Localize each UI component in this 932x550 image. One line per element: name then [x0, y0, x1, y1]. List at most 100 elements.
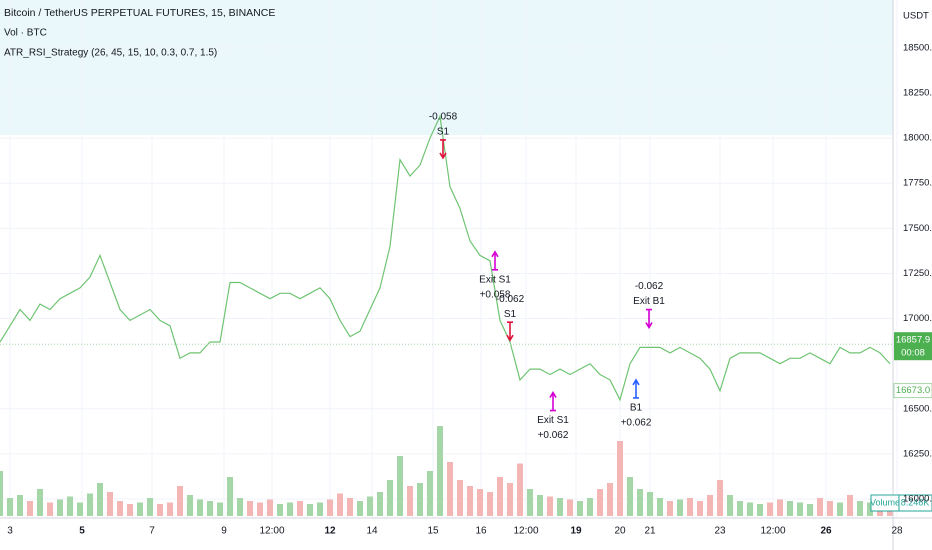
trade-label: -0.062 [635, 281, 664, 292]
y-tick-label: 18000.0 [903, 133, 932, 144]
volume-bar [627, 477, 633, 516]
prev-price-box [893, 383, 932, 399]
x-tick-label: 14 [366, 526, 378, 537]
plot [0, 114, 893, 412]
volume-bar [0, 471, 3, 516]
x-tick-label: 20 [614, 526, 626, 537]
y-tick-label: 18250.0 [903, 87, 932, 98]
x-tick-label: 12:00 [513, 526, 538, 537]
volume-bar [537, 495, 543, 516]
volume-bar [317, 502, 323, 516]
volume-bar [527, 489, 533, 516]
trade-label: S1 [504, 309, 517, 320]
volume-bar [747, 502, 753, 516]
volume-bars [0, 426, 893, 516]
x-tick-label: 12:00 [259, 526, 284, 537]
volume-bar [817, 498, 823, 516]
volume-bar [717, 480, 723, 516]
volume-bar [657, 498, 663, 516]
volume-value: 8.246K [901, 497, 930, 507]
volume-bar [597, 489, 603, 516]
volume-bar [837, 502, 843, 516]
x-tick-label: 26 [820, 526, 832, 537]
volume-value-box [898, 494, 932, 512]
volume-bar [107, 492, 113, 516]
y-tick-label: 17000.0 [903, 313, 932, 324]
volume-bar [447, 462, 453, 516]
x-tick-label: 12 [324, 526, 336, 537]
y-tick-label: 17250.0 [903, 268, 932, 279]
volume-bar [137, 502, 143, 516]
volume-bar [697, 501, 703, 516]
x-tick-label: 7 [149, 526, 155, 537]
volume-bar [787, 501, 793, 516]
trade-label: -0.058 [429, 112, 458, 123]
volume-bar [167, 502, 173, 516]
volume-bar [827, 501, 833, 516]
volume-bar [327, 499, 333, 516]
volume-bar [637, 489, 643, 516]
volume-bar [267, 499, 273, 516]
volume-bar [17, 495, 23, 516]
volume-bar [247, 501, 253, 516]
trade-label: Exit B1 [633, 296, 665, 307]
trade-label: Exit S1 [537, 415, 569, 426]
volume-bar [567, 499, 573, 516]
volume-bar [257, 502, 263, 516]
x-tick-label: 19 [570, 526, 582, 537]
trade-arrow [491, 250, 499, 271]
volume-bar [347, 498, 353, 516]
x-tick-label: 28 [891, 526, 903, 537]
y-tick-label: 17500.0 [903, 223, 932, 234]
volume-bar [617, 441, 623, 516]
volume-bar [237, 498, 243, 516]
volume-bar [867, 502, 873, 516]
volume-bar [587, 498, 593, 516]
volume-bar [67, 496, 73, 516]
strategy-background [0, 0, 893, 135]
volume-bar [677, 499, 683, 516]
volume-bar [667, 501, 673, 516]
volume-bar [707, 495, 713, 516]
volume-bar [367, 496, 373, 516]
volume-bar [767, 502, 773, 516]
volume-bar [407, 486, 413, 516]
trade-arrow [439, 139, 447, 160]
volume-bar [397, 456, 403, 516]
volume-bar [737, 501, 743, 516]
volume-title: Vol · BTC [4, 28, 47, 39]
y-tick-label: 16250.0 [903, 448, 932, 459]
volume-bar [467, 486, 473, 516]
x-tick-label: 12:00 [760, 526, 785, 537]
volume-bar [727, 495, 733, 516]
volume-bar [77, 502, 83, 516]
price-line [0, 114, 891, 402]
x-tick-label: 21 [644, 526, 656, 537]
volume-bar [857, 501, 863, 516]
volume-bar [377, 492, 383, 516]
volume-bar [427, 471, 433, 516]
volume-bar [417, 483, 423, 516]
volume-bar [147, 498, 153, 516]
x-tick-label: 9 [221, 526, 227, 537]
volume-bar [487, 492, 493, 516]
y-tick-label: 18500.0 [903, 42, 932, 53]
volume-bar [217, 502, 223, 516]
volume-bar [847, 495, 853, 516]
volume-bar [687, 498, 693, 516]
volume-bar [287, 502, 293, 516]
trade-arrow [645, 308, 653, 330]
volume-bar [437, 426, 443, 516]
volume-bar [97, 483, 103, 516]
volume-bar [547, 496, 553, 516]
trade-arrow [549, 391, 557, 412]
volume-name: Volume [870, 497, 900, 507]
volume-bar [7, 498, 13, 516]
volume-bar [507, 483, 513, 516]
volume-bar [577, 501, 583, 516]
trade-label: +0.062 [538, 430, 569, 441]
volume-bar [27, 501, 33, 516]
y-tick-label: 17750.0 [903, 178, 932, 189]
volume-bar [337, 493, 343, 516]
volume-bar [607, 483, 613, 516]
